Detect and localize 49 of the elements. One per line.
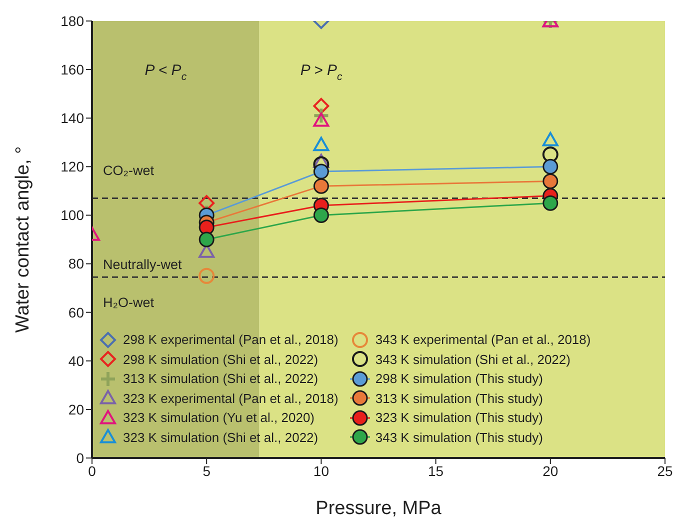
legend-label: 323 K simulation (This study) — [375, 410, 543, 426]
point — [198, 268, 215, 284]
x-tick-label: 0 — [88, 462, 96, 479]
legend-label: 298 K simulation (Shi et al., 2022) — [123, 352, 318, 367]
legend-label: 313 K simulation (Shi et al., 2022) — [123, 371, 318, 386]
y-tick-label: 40 — [68, 352, 84, 369]
point — [542, 195, 558, 211]
point — [542, 132, 558, 146]
y-tick-label: 160 — [60, 62, 84, 78]
point — [198, 232, 214, 248]
annotation: CO₂-wet — [103, 162, 154, 178]
y-tick-label: 180 — [60, 12, 84, 29]
x-tick-label: 15 — [428, 462, 444, 479]
point — [313, 178, 329, 194]
y-tick-label: 80 — [68, 256, 84, 272]
point — [313, 207, 329, 223]
legend-label: 323 K simulation (Shi et al., 2022) — [123, 430, 318, 445]
y-axis-title: Water contact angle, ° — [12, 146, 34, 333]
legend-label: 313 K simulation (This study) — [375, 390, 543, 406]
x-tick-label: 10 — [313, 462, 330, 479]
point — [542, 158, 558, 174]
legend-label: 298 K experimental (Pan et al., 2018) — [123, 332, 338, 348]
y-tick-label: 0 — [76, 450, 84, 466]
point — [542, 146, 558, 163]
point — [542, 173, 558, 189]
x-axis-title: Pressure, MPa — [316, 498, 442, 519]
legend-label: 343 K simulation (This study) — [375, 430, 543, 445]
band-label: P > P$_{c}$ — [300, 62, 343, 83]
legend-label: 343 K experimental (Pan et al., 2018) — [375, 332, 591, 348]
point — [313, 154, 330, 168]
annotation: Neutrally-wet — [103, 256, 182, 272]
band-label: P < P$_{c}$ — [144, 62, 188, 83]
y-tick-label: 140 — [60, 110, 84, 126]
legend-label: 323 K simulation (Yu et al., 2020) — [123, 410, 315, 426]
y-tick-label: 20 — [68, 401, 84, 418]
x-tick-label: 5 — [202, 462, 211, 479]
y-tick-label: 100 — [60, 207, 84, 224]
legend-label: 343 K simulation (Shi et al., 2022) — [375, 352, 570, 367]
legend-label: 323 K experimental (Pan et al., 2018) — [123, 390, 338, 406]
point — [313, 98, 330, 114]
point — [313, 164, 329, 180]
y-tick-label: 60 — [68, 304, 84, 320]
point — [313, 136, 330, 152]
legend-label: 298 K simulation (This study) — [375, 371, 543, 386]
y-tick-label: 120 — [60, 158, 84, 175]
annotation: H₂O-wet — [103, 294, 154, 310]
x-tick-label: 25 — [657, 462, 673, 479]
x-tick-label: 20 — [542, 462, 558, 479]
point — [198, 220, 214, 236]
